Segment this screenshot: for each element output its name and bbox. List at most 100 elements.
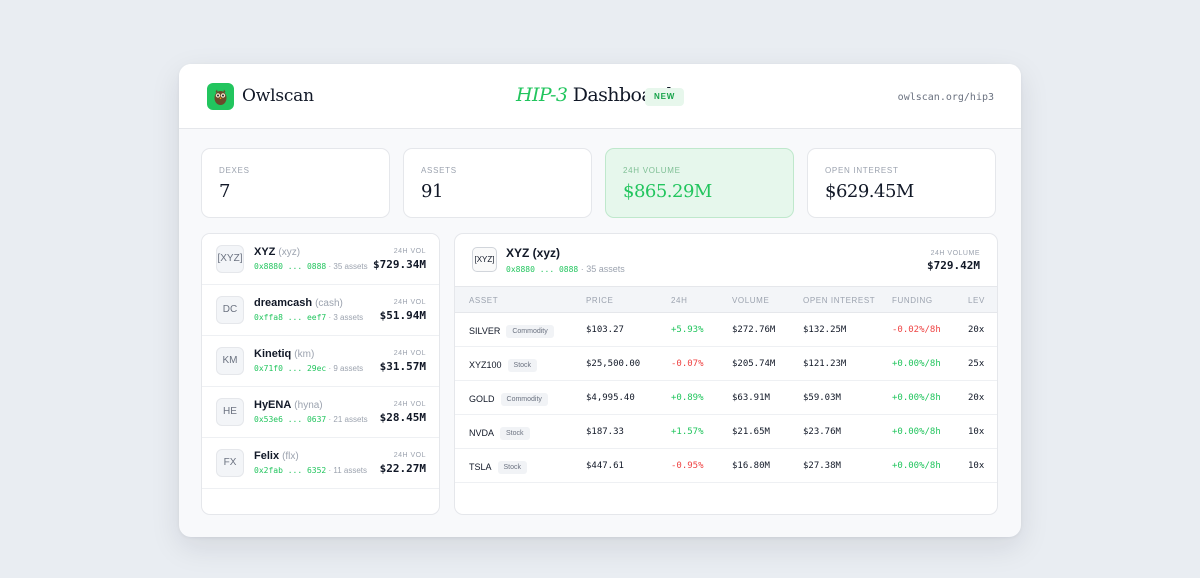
funding-cell: +0.00%/8h	[892, 461, 941, 471]
dex-list-item-dreamcash[interactable]: DC dreamcash (cash) 0xffa8 ... eef7 · 3 a…	[202, 285, 439, 336]
table-row[interactable]: SILVER Commodity $103.27 +5.93% $272.76M …	[455, 313, 997, 347]
table-row[interactable]: TSLA Stock $447.61 -0.95% $16.80M $27.38M…	[455, 449, 997, 483]
stat-value: 91	[421, 181, 443, 202]
table-row[interactable]: GOLD Commodity $4,995.40 +0.89% $63.91M $…	[455, 381, 997, 415]
dex-avatar: KM	[216, 347, 244, 375]
leverage-cell: 20x	[968, 325, 985, 335]
dex-asset-count: · 9 assets	[328, 364, 364, 373]
funding-cell: +0.00%/8h	[892, 359, 941, 369]
dex-meta: 0x71f0 ... 29ec · 9 assets	[254, 364, 363, 373]
leverage-cell: 10x	[968, 461, 985, 471]
stat-label: DEXES	[219, 166, 250, 175]
asset-tag: Commodity	[500, 393, 548, 406]
asset-tag: Stock	[500, 427, 530, 440]
dex-meta: 0x2fab ... 6352 · 11 assets	[254, 466, 367, 475]
asset-name: XYZ100	[469, 360, 502, 370]
dex-asset-count: · 11 assets	[328, 466, 368, 475]
dex-vol-value: $28.45M	[379, 411, 426, 424]
stat-label: ASSETS	[421, 166, 457, 175]
dex-list-item-kinetiq[interactable]: KM Kinetiq (km) 0x71f0 ... 29ec · 9 asset…	[202, 336, 439, 387]
funding-cell: -0.02%/8h	[892, 325, 941, 335]
dex-name: XYZ (xyz)	[254, 246, 300, 258]
dex-avatar: DC	[216, 296, 244, 324]
table-row[interactable]: NVDA Stock $187.33 +1.57% $21.65M $23.76M…	[455, 415, 997, 449]
dex-asset-count: · 21 assets	[328, 415, 368, 424]
funding-cell: +0.00%/8h	[892, 427, 941, 437]
dex-name: Kinetiq (km)	[254, 348, 314, 360]
dex-avatar: HE	[216, 398, 244, 426]
volume-cell: $21.65M	[732, 427, 770, 437]
price-cell: $25,500.00	[586, 359, 641, 369]
asset-cell: XYZ100 Stock	[469, 359, 538, 372]
dex-vol-value: $31.57M	[379, 360, 426, 373]
column-header[interactable]: VOLUME	[732, 296, 770, 305]
change-cell: -0.95%	[671, 461, 704, 471]
stat-card-24h-volume: 24H VOLUME $865.29M	[605, 148, 794, 218]
detail-vol-label: 24H VOLUME	[930, 250, 980, 257]
stat-card-dexes: DEXES 7	[201, 148, 390, 218]
brand-name[interactable]: Owlscan	[242, 86, 314, 106]
dex-name-text: Felix	[254, 450, 280, 462]
asset-cell: GOLD Commodity	[469, 393, 548, 406]
stat-label: OPEN INTEREST	[825, 166, 899, 175]
detail-address[interactable]: 0x8880 ... 0888	[506, 265, 579, 274]
dex-vol-label: 24H VOL	[393, 452, 426, 459]
asset-cell: NVDA Stock	[469, 427, 530, 440]
column-header[interactable]: LEV	[968, 296, 985, 305]
column-header[interactable]: PRICE	[586, 296, 614, 305]
asset-cell: TSLA Stock	[469, 461, 528, 474]
asset-name: NVDA	[469, 428, 495, 438]
leverage-cell: 10x	[968, 427, 985, 437]
assets-table-header: ASSET PRICE 24H VOLUME OPEN INTEREST FUN…	[455, 286, 997, 313]
dex-asset-count: · 35 assets	[328, 262, 368, 271]
price-cell: $187.33	[586, 427, 624, 437]
volume-cell: $16.80M	[732, 461, 770, 471]
volume-cell: $205.74M	[732, 359, 776, 369]
table-row[interactable]: XYZ100 Stock $25,500.00 -0.07% $205.74M $…	[455, 347, 997, 381]
price-cell: $4,995.40	[586, 393, 635, 403]
dex-name: HyENA (hyna)	[254, 399, 323, 411]
column-header[interactable]: 24H	[671, 296, 688, 305]
funding-cell: +0.00%/8h	[892, 393, 941, 403]
top-bar: Owlscan HIP-3 Dashboard NEW owlscan.org/…	[179, 64, 1021, 129]
dex-name: Felix (flx)	[254, 450, 299, 462]
dex-name-text: HyENA	[254, 399, 292, 411]
stat-value: 7	[219, 181, 230, 202]
dex-vol-value: $22.27M	[379, 462, 426, 475]
asset-tag: Commodity	[506, 325, 554, 338]
site-url[interactable]: owlscan.org/hip3	[897, 92, 994, 103]
open-interest-cell: $23.76M	[803, 427, 841, 437]
dex-meta: 0xffa8 ... eef7 · 3 assets	[254, 313, 363, 322]
dex-list-item-felix[interactable]: FX Felix (flx) 0x2fab ... 6352 · 11 asset…	[202, 438, 439, 489]
dex-vol-label: 24H VOL	[393, 401, 426, 408]
dex-asset-count: · 3 assets	[328, 313, 364, 322]
column-header[interactable]: OPEN INTEREST	[803, 296, 876, 305]
change-cell: +5.93%	[671, 325, 704, 335]
dex-name: dreamcash (cash)	[254, 297, 343, 309]
dex-avatar: FX	[216, 449, 244, 477]
volume-cell: $63.91M	[732, 393, 770, 403]
column-header[interactable]: ASSET	[469, 296, 499, 305]
stat-card-open-interest: OPEN INTEREST $629.45M	[807, 148, 996, 218]
asset-cell: SILVER Commodity	[469, 325, 554, 338]
dex-list-item-xyz[interactable]: [XYZ] XYZ (xyz) 0x8880 ... 0888 · 35 asse…	[202, 234, 439, 285]
dex-name-text: dreamcash	[254, 297, 313, 309]
detail-vol-value: $729.42M	[927, 259, 980, 272]
asset-name: GOLD	[469, 394, 495, 404]
asset-tag: Stock	[497, 461, 528, 474]
dex-ticker: (cash)	[315, 298, 343, 309]
change-cell: -0.07%	[671, 359, 704, 369]
detail-title: XYZ (xyz)	[506, 246, 561, 260]
owl-icon[interactable]	[207, 83, 234, 110]
leverage-cell: 25x	[968, 359, 985, 369]
stat-value: $865.29M	[623, 181, 712, 202]
dex-address: 0x8880 ... 0888	[254, 262, 327, 271]
dex-detail-panel: [XYZ] XYZ (xyz) 0x8880 ... 0888 · 35 ass…	[454, 233, 998, 515]
detail-meta: 0x8880 ... 0888 · 35 assets	[506, 264, 625, 274]
detail-avatar: [XYZ]	[472, 247, 497, 272]
dex-meta: 0x53e6 ... 0637 · 21 assets	[254, 415, 368, 424]
column-header[interactable]: FUNDING	[892, 296, 933, 305]
stat-value: $629.45M	[825, 181, 914, 202]
dex-address: 0x71f0 ... 29ec	[254, 364, 327, 373]
dex-list-item-hyena[interactable]: HE HyENA (hyna) 0x53e6 ... 0637 · 21 asse…	[202, 387, 439, 438]
